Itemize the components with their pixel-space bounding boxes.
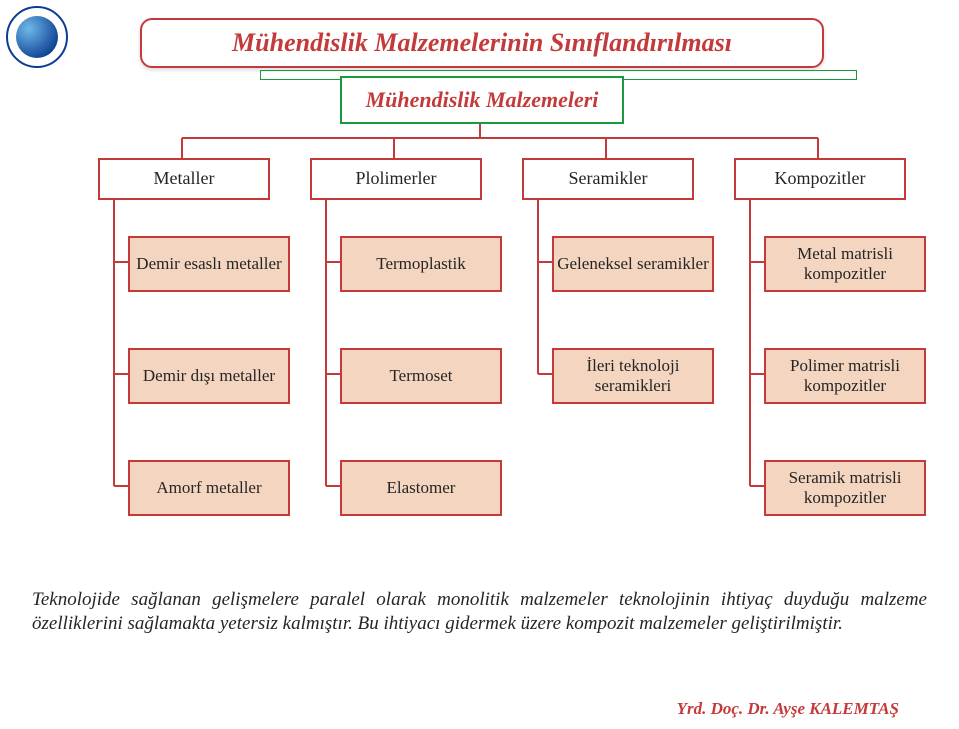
label: Seramik matrisli kompozitler bbox=[766, 468, 924, 509]
label: Metal matrisli kompozitler bbox=[766, 244, 924, 285]
label: Kompozitler bbox=[775, 168, 866, 190]
label: Geleneksel seramikler bbox=[557, 254, 709, 274]
node-amorf-metaller: Amorf metaller bbox=[128, 460, 290, 516]
label: Demir dışı metaller bbox=[143, 366, 275, 386]
label: Demir esaslı metaller bbox=[136, 254, 281, 274]
node-polimerler: Plolimerler bbox=[310, 158, 482, 200]
node-demir-disi: Demir dışı metaller bbox=[128, 348, 290, 404]
node-geleneksel-seramikler: Geleneksel seramikler bbox=[552, 236, 714, 292]
label: Amorf metaller bbox=[156, 478, 261, 498]
label: İleri teknoloji seramikleri bbox=[554, 356, 712, 397]
root-label: Mühendislik Malzemeleri bbox=[366, 87, 599, 113]
node-seramik-matrisli: Seramik matrisli kompozitler bbox=[764, 460, 926, 516]
label: Polimer matrisli kompozitler bbox=[766, 356, 924, 397]
node-termoplastik: Termoplastik bbox=[340, 236, 502, 292]
node-metaller: Metaller bbox=[98, 158, 270, 200]
node-metal-matrisli: Metal matrisli kompozitler bbox=[764, 236, 926, 292]
root-node: Mühendislik Malzemeleri bbox=[340, 76, 624, 124]
node-polimer-matrisli: Polimer matrisli kompozitler bbox=[764, 348, 926, 404]
node-kompozitler: Kompozitler bbox=[734, 158, 906, 200]
label: Termoset bbox=[389, 366, 452, 386]
node-elastomer: Elastomer bbox=[340, 460, 502, 516]
label: Elastomer bbox=[387, 478, 456, 498]
node-seramikler: Seramikler bbox=[522, 158, 694, 200]
label: Metaller bbox=[154, 168, 215, 190]
node-ileri-teknoloji: İleri teknoloji seramikleri bbox=[552, 348, 714, 404]
node-termoset: Termoset bbox=[340, 348, 502, 404]
label: Plolimerler bbox=[356, 168, 437, 190]
node-demir-esasli: Demir esaslı metaller bbox=[128, 236, 290, 292]
label: Termoplastik bbox=[376, 254, 465, 274]
label: Seramikler bbox=[569, 168, 648, 190]
